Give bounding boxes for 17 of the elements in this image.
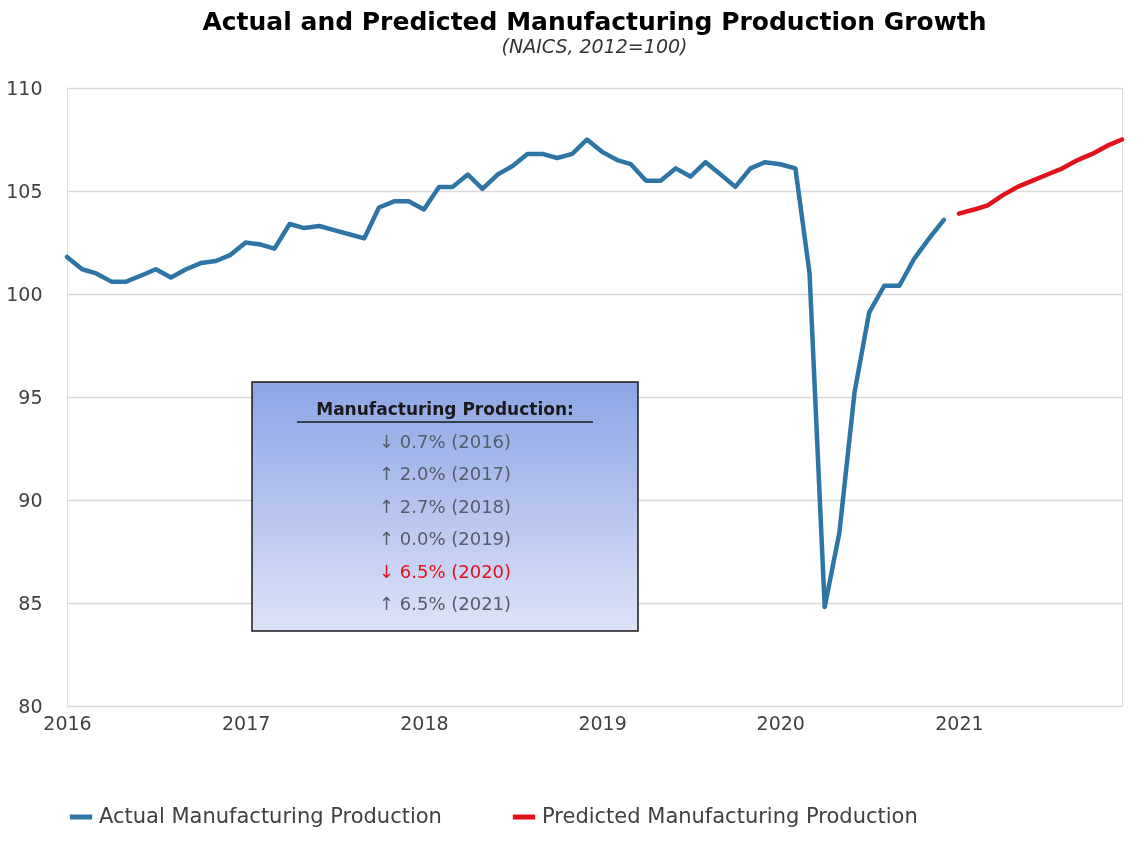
x-tick-label: 2019	[578, 711, 627, 734]
y-tick-label: 110	[6, 76, 43, 99]
legend-label: Predicted Manufacturing Production	[542, 804, 918, 828]
y-tick-label: 100	[6, 282, 43, 305]
chart-title: Actual and Predicted Manufacturing Production Growth	[202, 7, 987, 36]
chart-subtitle: (NAICS, 2012=100)	[501, 35, 688, 57]
x-tick-label: 2018	[400, 711, 449, 734]
y-tick-label: 85	[18, 591, 43, 614]
y-tick-label: 105	[6, 179, 43, 202]
x-tick-label: 2016	[43, 711, 92, 734]
y-tick-label: 95	[18, 385, 43, 408]
y-tick-label: 80	[18, 694, 43, 717]
y-tick-label: 90	[18, 488, 43, 511]
x-tick-label: 2021	[935, 711, 984, 734]
x-tick-label: 2020	[756, 711, 805, 734]
legend-label: Actual Manufacturing Production	[99, 804, 442, 828]
x-tick-label: 2017	[222, 711, 271, 734]
